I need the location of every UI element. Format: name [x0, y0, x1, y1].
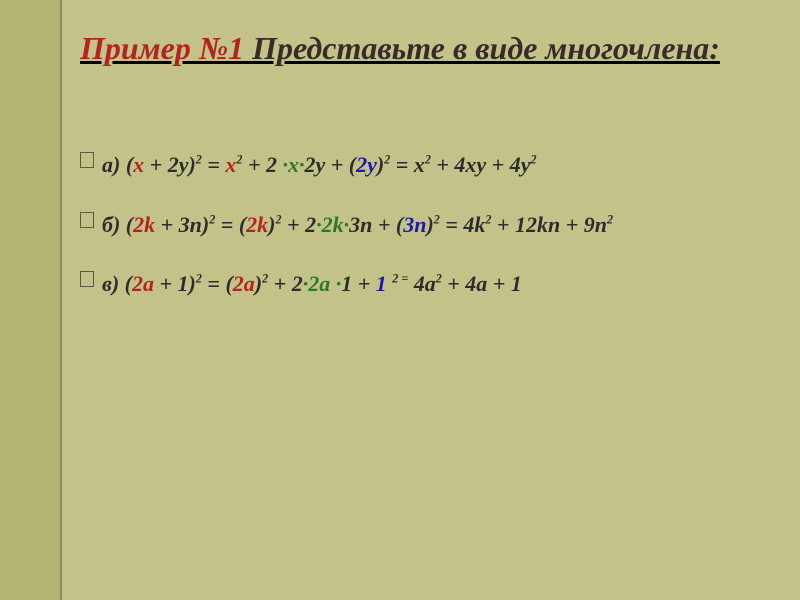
c-t10: 4а [408, 271, 436, 296]
example-c: в) (2а + 1)2 = (2а)2 + 2·2а ·1 + 1 2 = 4… [80, 269, 770, 299]
c-label: в) ( [102, 271, 132, 296]
b-e5: 2 [607, 212, 613, 226]
c-green: ·2а · [303, 271, 342, 296]
b-t12: + 12kn + 9n [491, 212, 607, 237]
a-e5: 2 [530, 153, 536, 167]
c-r1: 2а [132, 271, 154, 296]
a-t5: + 2 [242, 152, 282, 177]
c-t11: + 4а + 1 [442, 271, 522, 296]
c-t8: 1 + [341, 271, 376, 296]
title-part2: Представьте в виде многочлена: [252, 30, 720, 66]
b-t5: ) [268, 212, 275, 237]
c-t2: + 1) [154, 271, 196, 296]
content-area: а) (х + 2у)2 = х2 + 2 ·х·2у + (2у)2 = х2… [80, 150, 770, 329]
a-navy: 2у [356, 152, 377, 177]
b-t11: = 4k [440, 212, 486, 237]
b-r2: 2k [246, 212, 268, 237]
a-green: ·х· [282, 152, 304, 177]
c-e3eq: 2 = [392, 272, 408, 286]
left-stripe [0, 0, 62, 600]
c-t6: + 2 [268, 271, 303, 296]
b-navy: 3n [403, 212, 426, 237]
b-green: ·2k· [316, 212, 349, 237]
b-t3: = ( [215, 212, 246, 237]
example-b: б) (2k + 3n)2 = (2k)2 + 2·2k·3n + (3n)2 … [80, 210, 770, 240]
a-t7: 2у + ( [304, 152, 356, 177]
a-x2: х [225, 152, 236, 177]
c-t5: ) [255, 271, 262, 296]
a-label: а) ( [102, 152, 133, 177]
a-t10: = х [390, 152, 425, 177]
b-t6: + 2 [282, 212, 317, 237]
c-navy: 1 [376, 271, 393, 296]
title-part1: Пример №1 [80, 30, 252, 66]
a-t2: + 2у) [144, 152, 196, 177]
bullet-icon [80, 271, 94, 287]
bullet-icon [80, 152, 94, 168]
b-t8: 3n + ( [349, 212, 403, 237]
b-r1: 2k [133, 212, 155, 237]
a-x1: х [133, 152, 144, 177]
b-label: б) ( [102, 212, 133, 237]
a-t3: = [202, 152, 226, 177]
b-t2: + 3n) [155, 212, 209, 237]
slide: Пример №1 Представьте в виде многочлена:… [0, 0, 800, 600]
slide-title: Пример №1 Представьте в виде многочлена: [80, 28, 770, 70]
b-t10: ) [426, 212, 433, 237]
a-t11: + 4ху + 4у [431, 152, 531, 177]
example-a: а) (х + 2у)2 = х2 + 2 ·х·2у + (2у)2 = х2… [80, 150, 770, 180]
bullet-icon [80, 212, 94, 228]
c-t3: = ( [202, 271, 233, 296]
c-r2: 2а [233, 271, 255, 296]
